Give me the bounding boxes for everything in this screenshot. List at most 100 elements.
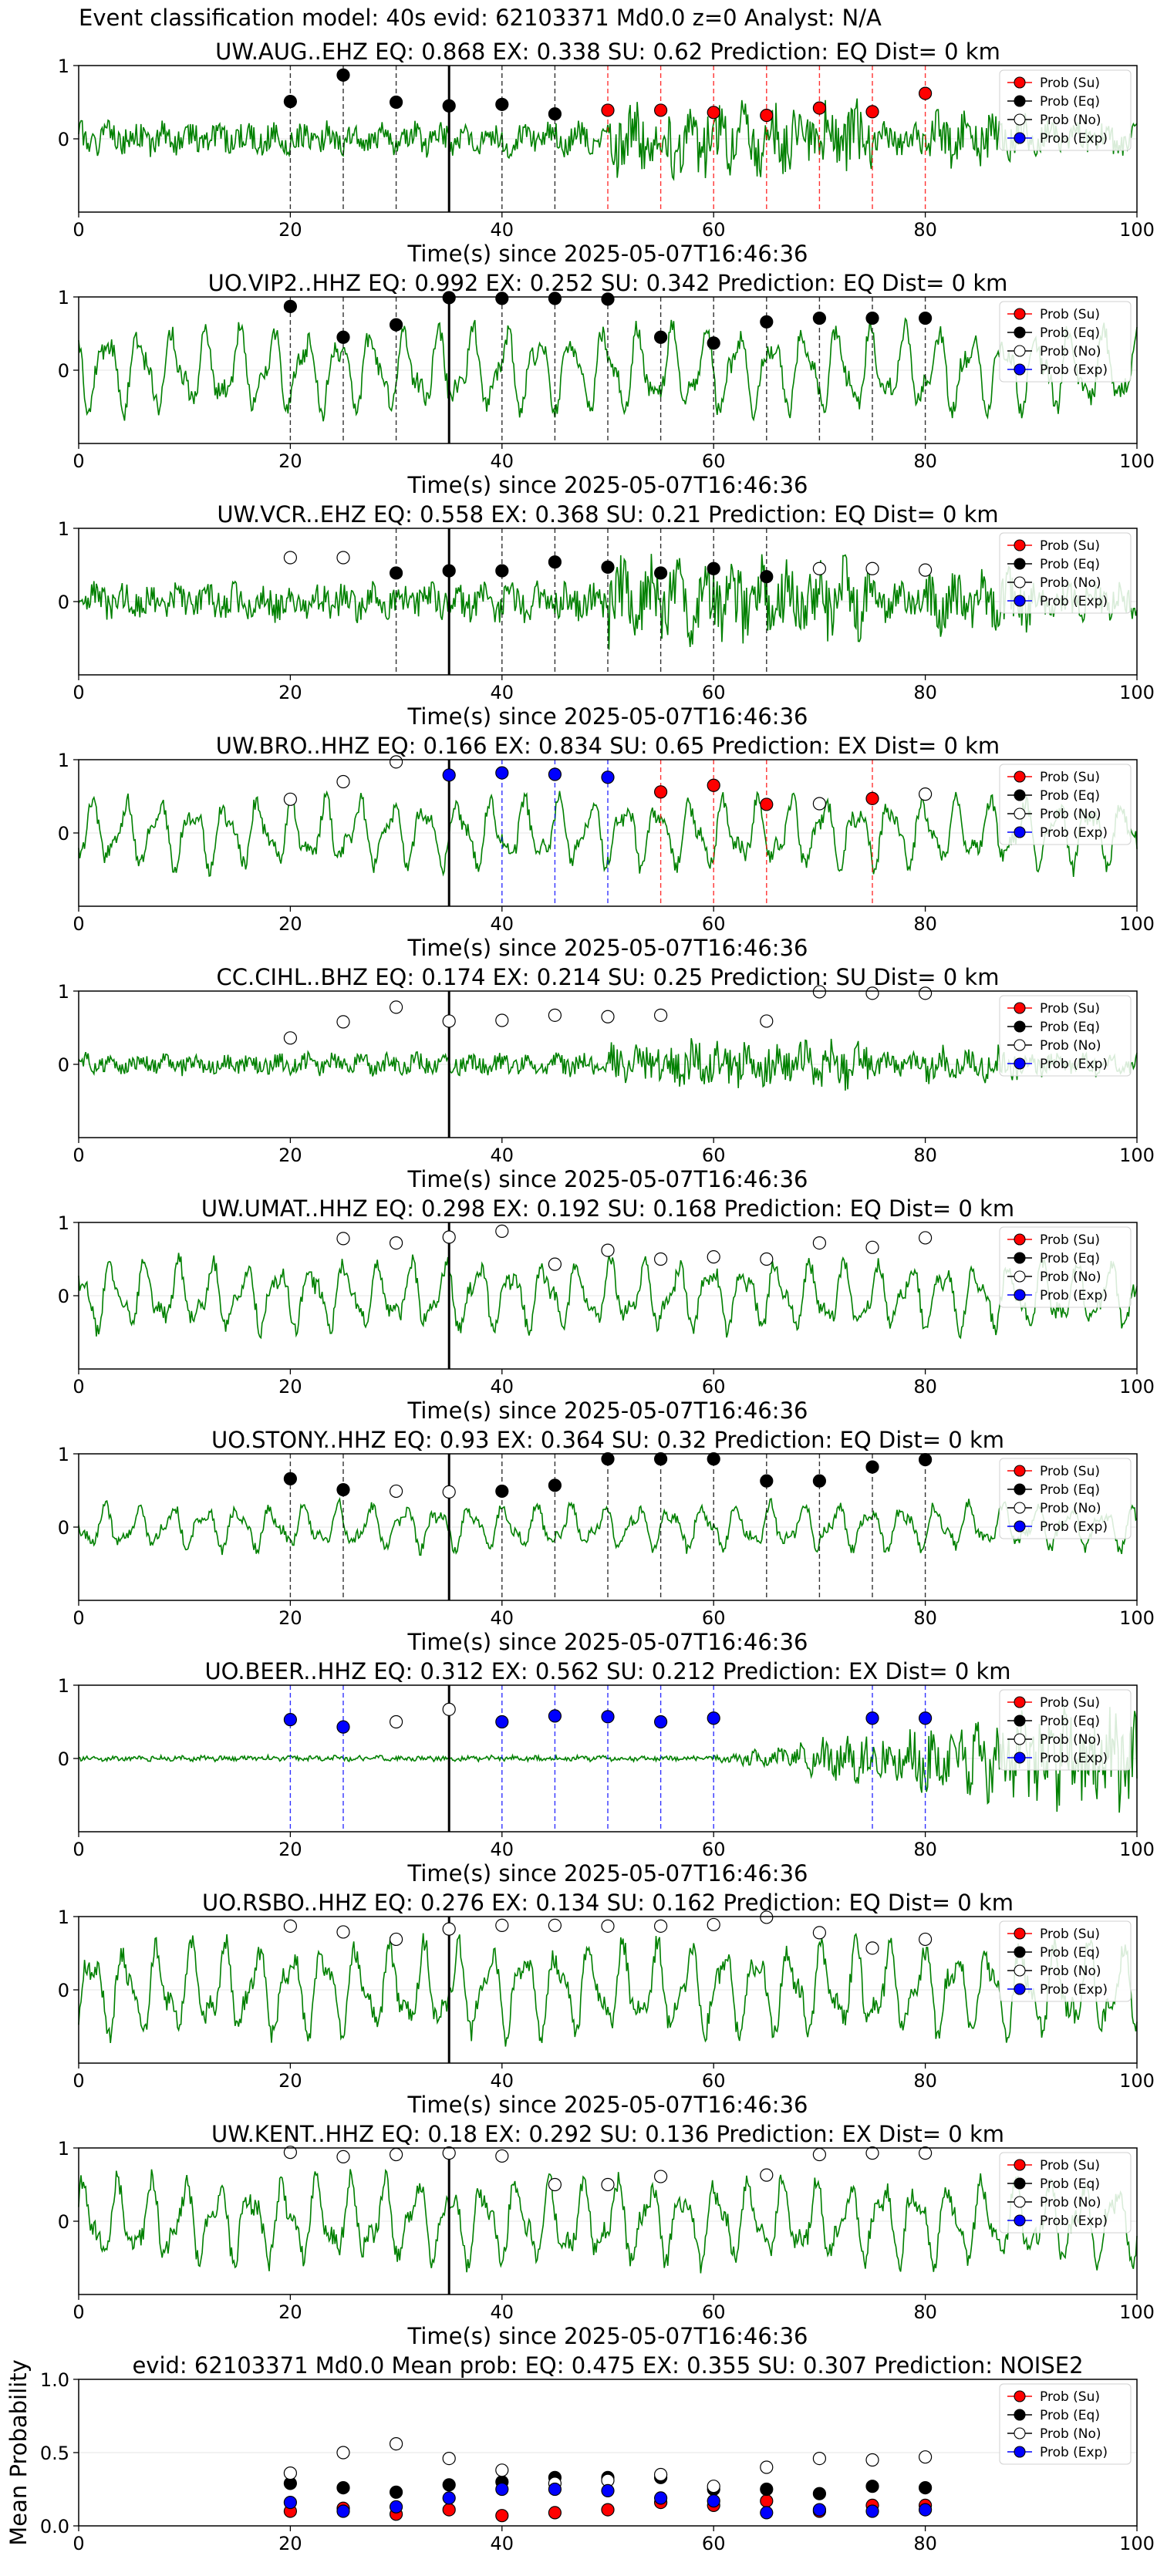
prob-point-su-75s bbox=[865, 791, 879, 805]
legend-marker-su bbox=[1014, 76, 1026, 89]
x-tick-label-80: 80 bbox=[913, 2533, 937, 2554]
legend-marker-eq bbox=[1014, 1252, 1026, 1264]
panel-4-chart: UW.BRO..HHZ EQ: 0.166 EX: 0.834 SU: 0.65… bbox=[58, 733, 1155, 961]
prob-point-su-60s bbox=[707, 778, 720, 792]
legend-label-eq: Prob (Eq) bbox=[1040, 325, 1100, 341]
prob-point-no-75s bbox=[865, 561, 879, 575]
x-tick-label-40: 40 bbox=[491, 1607, 514, 1629]
mean-point-exp-75s bbox=[865, 2504, 879, 2518]
panel-7-chart: UO.STONY..HHZ EQ: 0.93 EX: 0.364 SU: 0.3… bbox=[58, 1427, 1155, 1655]
panel-11-chart: evid: 62103371 Md0.0 Mean prob: EQ: 0.47… bbox=[5, 2352, 1155, 2554]
mean-point-no-70s bbox=[812, 2451, 827, 2466]
prob-point-eq-60s bbox=[707, 1452, 720, 1466]
mean-point-exp-70s bbox=[812, 2503, 827, 2517]
panel-3-title: UW.VCR..EHZ EQ: 0.558 EX: 0.368 SU: 0.21… bbox=[217, 501, 998, 528]
prob-point-no-25s bbox=[336, 774, 350, 789]
prob-point-no-25s bbox=[336, 1925, 350, 1939]
x-tick-label-60: 60 bbox=[702, 913, 726, 935]
x-tick-label-80: 80 bbox=[913, 1376, 937, 1398]
x-tick-label-0: 0 bbox=[73, 1839, 84, 1860]
x-tick-label-40: 40 bbox=[491, 682, 514, 703]
y-tick-label-0: 0 bbox=[58, 360, 69, 382]
prob-point-exp-50s bbox=[601, 1710, 615, 1724]
legend-marker-no bbox=[1014, 113, 1026, 126]
prob-point-exp-80s bbox=[918, 1711, 933, 1725]
panel-8-chart: UO.BEER..HHZ EQ: 0.312 EX: 0.562 SU: 0.2… bbox=[58, 1658, 1155, 1886]
y-tick-label-0: 0 bbox=[58, 2211, 69, 2233]
prob-point-exp-75s bbox=[865, 1711, 879, 1725]
prob-point-no-30s bbox=[389, 1715, 403, 1729]
legend-label-eq: Prob (Eq) bbox=[1040, 1482, 1100, 1498]
mean-point-eq-75s bbox=[865, 2480, 879, 2493]
legend-label-eq: Prob (Eq) bbox=[1040, 1945, 1100, 1961]
prob-point-no-70s bbox=[812, 1926, 827, 1940]
legend-label-exp: Prob (Exp) bbox=[1040, 825, 1108, 841]
panel-2-chart: UO.VIP2..HHZ EQ: 0.992 EX: 0.252 SU: 0.3… bbox=[58, 270, 1155, 498]
mean-point-exp-35s bbox=[442, 2491, 456, 2505]
x-tick-label-60: 60 bbox=[702, 2301, 726, 2323]
prob-point-no-45s bbox=[548, 2177, 562, 2192]
legend-marker-su bbox=[1014, 539, 1026, 551]
mean-point-no-75s bbox=[865, 2453, 879, 2467]
legend-label-su: Prob (Su) bbox=[1040, 1464, 1100, 1479]
panel-2-title: UO.VIP2..HHZ EQ: 0.992 EX: 0.252 SU: 0.3… bbox=[208, 270, 1008, 296]
mean-point-no-55s bbox=[653, 2467, 668, 2482]
mean-point-no-30s bbox=[389, 2436, 403, 2451]
legend-marker-su bbox=[1014, 1465, 1026, 1477]
legend-marker-exp bbox=[1014, 132, 1026, 144]
mean-point-no-40s bbox=[495, 2463, 509, 2477]
legend-label-su: Prob (Su) bbox=[1040, 2158, 1100, 2173]
legend-marker-eq bbox=[1014, 2177, 1026, 2190]
prob-point-no-35s bbox=[442, 1014, 456, 1028]
legend-marker-su bbox=[1014, 2390, 1026, 2402]
mean-point-exp-25s bbox=[336, 2504, 350, 2518]
legend-marker-eq bbox=[1014, 558, 1026, 570]
panel-4-legend: Prob (Su) Prob (Eq) Prob (No) Prob (Exp) bbox=[999, 764, 1132, 845]
panel-9-trace bbox=[78, 1933, 1138, 2047]
prob-point-no-70s bbox=[812, 2147, 827, 2162]
legend-box bbox=[999, 532, 1132, 614]
x-tick-label-20: 20 bbox=[278, 2070, 302, 2092]
legend-label-su: Prob (Su) bbox=[1040, 76, 1100, 91]
legend-marker-exp bbox=[1014, 826, 1026, 838]
x-tick-label-60: 60 bbox=[702, 1607, 726, 1629]
prob-point-eq-30s bbox=[389, 566, 403, 580]
legend-marker-exp bbox=[1014, 595, 1026, 607]
panel-4-xlabel: Time(s) since 2025-05-07T16:46:36 bbox=[407, 935, 808, 961]
prob-point-no-75s bbox=[865, 1941, 879, 1955]
x-tick-label-0: 0 bbox=[73, 1376, 84, 1398]
panel-6-chart: UW.UMAT..HHZ EQ: 0.298 EX: 0.192 SU: 0.1… bbox=[58, 1195, 1155, 1424]
prob-point-no-40s bbox=[495, 1013, 509, 1027]
prob-point-eq-50s bbox=[601, 292, 615, 306]
panel-8-xlabel: Time(s) since 2025-05-07T16:46:36 bbox=[407, 1860, 808, 1886]
panel-4-title: UW.BRO..HHZ EQ: 0.166 EX: 0.834 SU: 0.65… bbox=[216, 733, 1000, 759]
x-tick-label-80: 80 bbox=[913, 1839, 937, 1860]
panel-11-legend: Prob (Su) Prob (Eq) Prob (No) Prob (Exp) bbox=[999, 2383, 1132, 2465]
prob-point-no-20s bbox=[283, 551, 297, 565]
prob-point-eq-80s bbox=[918, 1452, 933, 1467]
x-tick-label-20: 20 bbox=[278, 2301, 302, 2323]
x-tick-label-100: 100 bbox=[1119, 1376, 1155, 1398]
x-tick-label-60: 60 bbox=[702, 2070, 726, 2092]
mean-point-su-40s bbox=[495, 2509, 509, 2523]
prob-point-eq-50s bbox=[601, 560, 615, 574]
legend-label-exp: Prob (Exp) bbox=[1040, 1751, 1108, 1766]
prob-point-no-55s bbox=[653, 1008, 668, 1022]
prob-point-eq-45s bbox=[548, 555, 562, 569]
prob-point-eq-35s bbox=[442, 291, 456, 305]
prob-point-eq-65s bbox=[760, 315, 774, 329]
prob-point-no-30s bbox=[389, 1484, 403, 1499]
legend-marker-exp bbox=[1014, 1289, 1026, 1301]
legend-marker-su bbox=[1014, 1927, 1026, 1940]
prob-point-no-45s bbox=[548, 1918, 562, 1932]
panel-10-title: UW.KENT..HHZ EQ: 0.18 EX: 0.292 SU: 0.13… bbox=[211, 2121, 1004, 2147]
panel-1-trace bbox=[78, 98, 1138, 181]
prob-point-eq-50s bbox=[601, 1452, 615, 1466]
prob-point-no-65s bbox=[760, 1910, 774, 1924]
x-tick-label-20: 20 bbox=[278, 1145, 302, 1166]
panel-7-xlabel: Time(s) since 2025-05-07T16:46:36 bbox=[407, 1629, 808, 1655]
prob-point-eq-60s bbox=[707, 336, 720, 350]
x-tick-label-60: 60 bbox=[702, 2533, 726, 2554]
prob-point-no-50s bbox=[601, 1243, 615, 1257]
prob-point-eq-45s bbox=[548, 1479, 562, 1492]
